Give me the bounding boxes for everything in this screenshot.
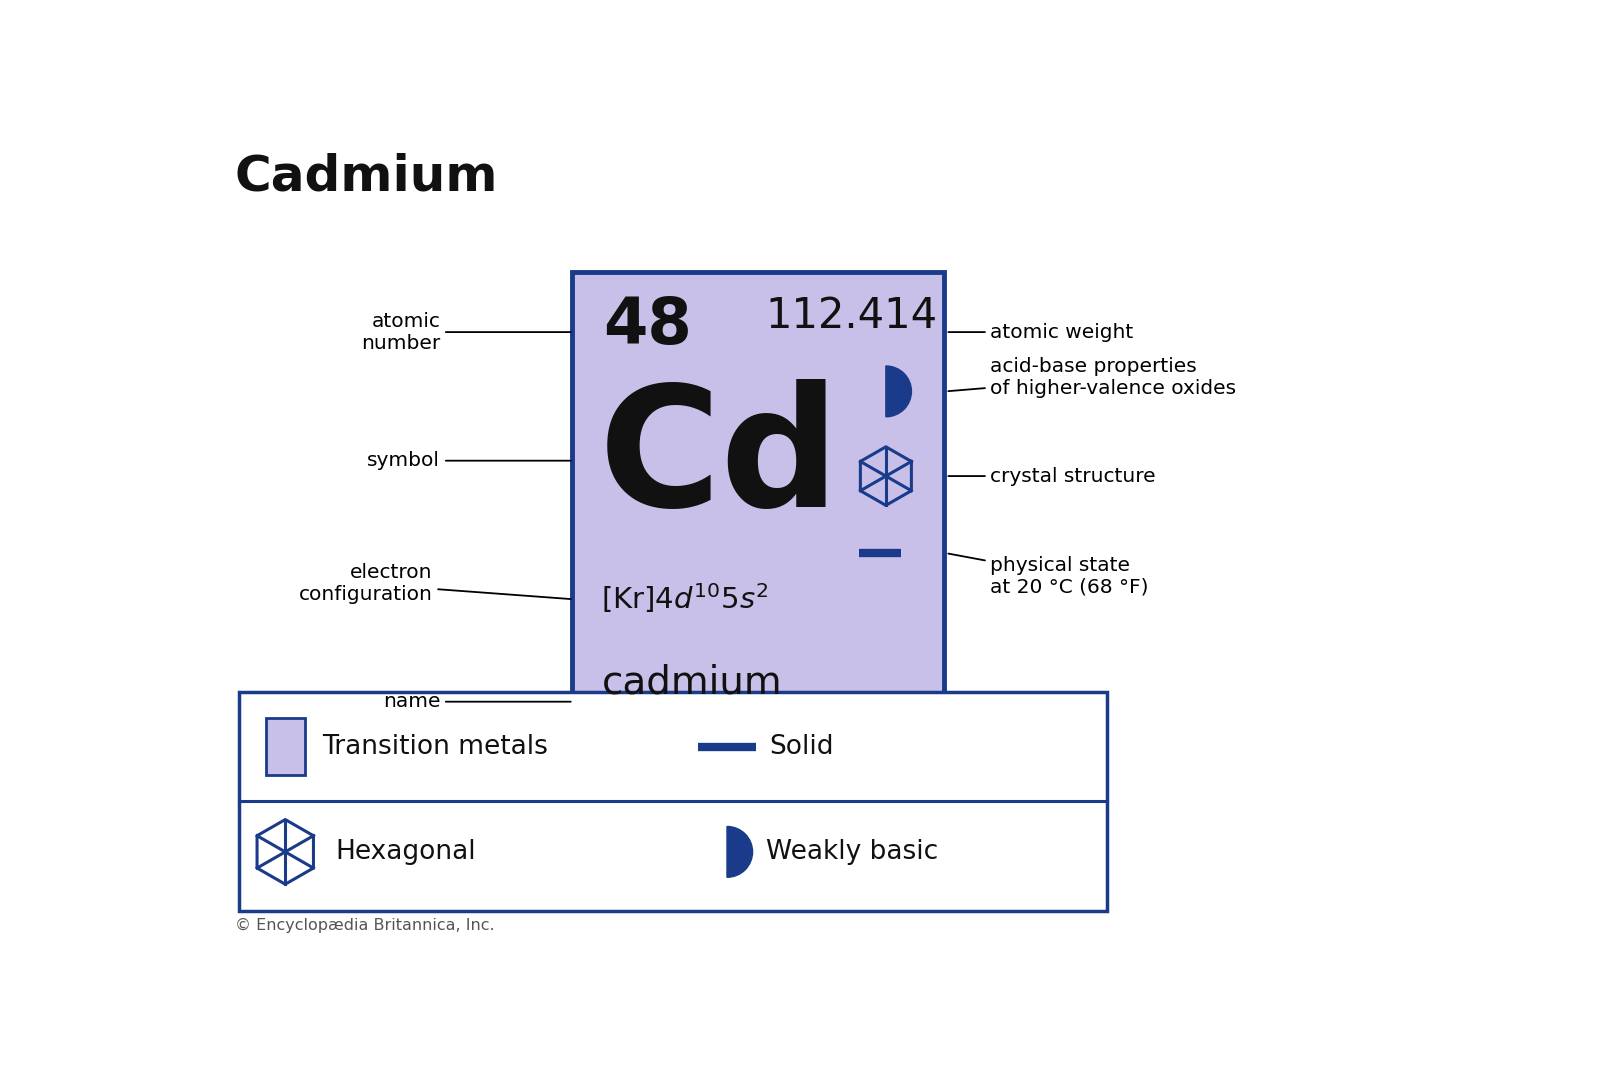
Bar — [266, 718, 304, 776]
Text: [Kr]4$d^{10}$5$s^{2}$: [Kr]4$d^{10}$5$s^{2}$ — [602, 580, 770, 615]
Text: Transition metals: Transition metals — [322, 733, 547, 760]
Text: Cadmium: Cadmium — [235, 153, 498, 201]
Bar — [573, 272, 944, 734]
Bar — [238, 691, 1107, 911]
Text: electron
configuration: electron configuration — [299, 563, 571, 604]
Text: Hexagonal: Hexagonal — [336, 839, 477, 865]
Wedge shape — [886, 366, 912, 417]
Wedge shape — [726, 827, 752, 877]
Text: 112.414: 112.414 — [766, 296, 938, 337]
Text: physical state
at 20 °C (68 °F): physical state at 20 °C (68 °F) — [949, 554, 1149, 596]
Text: Solid: Solid — [770, 733, 834, 760]
Text: cadmium: cadmium — [602, 664, 782, 702]
Text: 48: 48 — [603, 296, 691, 357]
Text: atomic
number: atomic number — [362, 312, 571, 352]
Text: name: name — [382, 692, 571, 712]
Text: acid-base properties
of higher-valence oxides: acid-base properties of higher-valence o… — [949, 357, 1237, 398]
Text: atomic weight: atomic weight — [949, 322, 1134, 341]
Text: © Encyclopædia Britannica, Inc.: © Encyclopædia Britannica, Inc. — [235, 918, 494, 933]
Text: symbol: symbol — [368, 451, 571, 471]
Text: Weakly basic: Weakly basic — [766, 839, 938, 865]
Text: crystal structure: crystal structure — [949, 466, 1157, 485]
Text: Cd: Cd — [598, 379, 840, 542]
